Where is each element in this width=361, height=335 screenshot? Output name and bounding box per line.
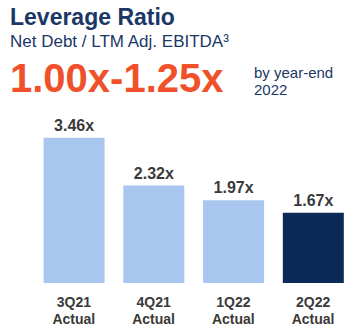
html-text:1.00x-1.25x: 1.00x-1.25x — [10, 56, 224, 100]
svg-text:1.97x: 1.97x — [214, 179, 254, 196]
svg-text:1.67x: 1.67x — [293, 192, 333, 209]
svg-text:2Q22Actual: 2Q22Actual — [292, 294, 335, 327]
svg-text:2.32x: 2.32x — [134, 165, 174, 182]
html-text:Net Debt / LTM Adj. EBITDA³: Net Debt / LTM Adj. EBITDA³ — [10, 32, 229, 51]
svg-text:1Q22Actual: 1Q22Actual — [212, 294, 255, 327]
html-text:Leverage Ratio: Leverage Ratio — [10, 4, 175, 30]
svg-text:3.46x: 3.46x — [54, 117, 94, 134]
svg-text:3Q21Actual: 3Q21Actual — [52, 294, 95, 327]
html-text:by year-end 2022: by year-end 2022 — [254, 64, 334, 98]
svg-text:4Q21Actual: 4Q21Actual — [132, 294, 175, 327]
